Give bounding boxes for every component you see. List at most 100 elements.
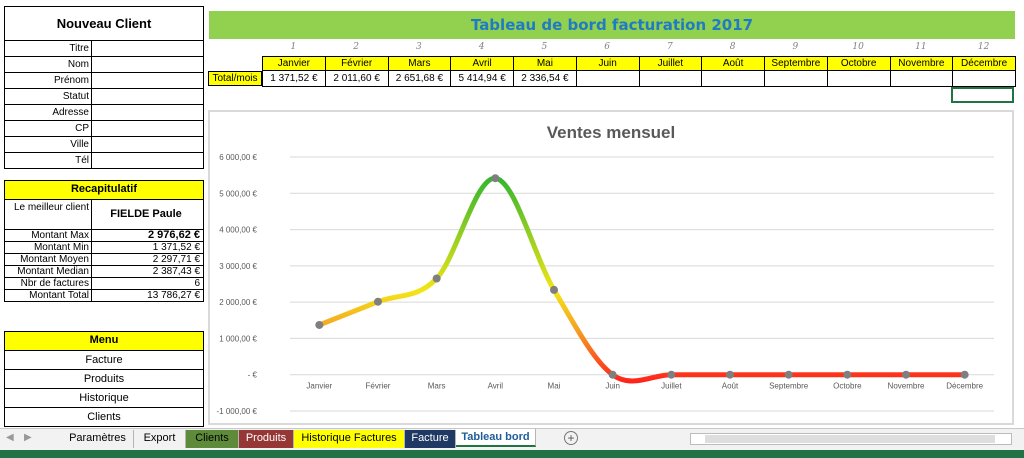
recap-row: Montant Moyen 2 297,71 € bbox=[4, 254, 204, 266]
tab-scroll-right-icon[interactable]: ▶ bbox=[24, 432, 32, 443]
form-field-input[interactable] bbox=[92, 105, 204, 121]
recap-label: Montant Moyen bbox=[4, 254, 92, 266]
month-total[interactable] bbox=[826, 71, 891, 87]
form-field-input[interactable] bbox=[92, 137, 204, 153]
month-total[interactable]: 2 651,68 € bbox=[387, 71, 452, 87]
total-per-month-label: Total/mois bbox=[208, 71, 262, 86]
x-tick-label: Octobre bbox=[833, 382, 862, 391]
selected-cell[interactable] bbox=[951, 87, 1014, 103]
month-number: 7 bbox=[667, 42, 673, 52]
month-header: Mai bbox=[513, 56, 577, 71]
tab-clients[interactable]: Clients bbox=[186, 430, 239, 448]
y-tick-label: 1 000,00 € bbox=[219, 334, 257, 343]
month-total[interactable]: 2 011,60 € bbox=[324, 71, 389, 87]
month-number: 1 bbox=[290, 42, 297, 52]
x-tick-label: Février bbox=[366, 382, 391, 391]
x-tick-label: Janvier bbox=[306, 382, 332, 391]
horizontal-scrollbar[interactable] bbox=[690, 433, 1012, 445]
month-total[interactable]: 5 414,94 € bbox=[450, 71, 514, 87]
sales-chart: Ventes mensuel 6 000,00 € 5 000,00 € 4 000,… bbox=[217, 123, 994, 416]
recap-row: Montant Median 2 387,43 € bbox=[4, 266, 204, 278]
form-field-input[interactable] bbox=[92, 41, 204, 57]
new-client-title: Nouveau Client bbox=[4, 6, 204, 41]
form-field-input[interactable] bbox=[92, 73, 204, 89]
form-field-input[interactable] bbox=[92, 89, 204, 105]
x-tick-label: Avril bbox=[488, 382, 504, 391]
recap-header: Recapitulatif bbox=[4, 180, 204, 200]
data-point bbox=[667, 370, 676, 379]
y-tick-label: 2 000,00 € bbox=[219, 298, 257, 307]
tab-facture[interactable]: Facture bbox=[405, 430, 456, 448]
tab-produits[interactable]: Produits bbox=[239, 430, 294, 448]
form-field-label: Ville bbox=[4, 137, 92, 153]
recap-row: Montant Max 2 976,62 € bbox=[4, 230, 204, 242]
month-number: 12 bbox=[977, 42, 990, 52]
month-number: 8 bbox=[729, 42, 736, 52]
month-total[interactable] bbox=[764, 71, 828, 87]
add-sheet-button[interactable]: + bbox=[564, 431, 578, 445]
data-point bbox=[491, 174, 500, 183]
tab-param-tres[interactable]: Paramètres bbox=[62, 430, 134, 448]
scrollbar-thumb[interactable] bbox=[705, 435, 995, 443]
form-field-label: Statut bbox=[4, 89, 92, 105]
recap-row: Nbr de factures 6 bbox=[4, 278, 204, 290]
month-total[interactable]: 1 371,52 € bbox=[262, 71, 326, 87]
month-number: 10 bbox=[852, 42, 864, 52]
month-number: 11 bbox=[915, 42, 927, 52]
recap-label: Montant Total bbox=[4, 290, 92, 302]
form-row: Ville bbox=[4, 137, 204, 153]
month-total[interactable] bbox=[575, 71, 640, 87]
recap-label: Montant Max bbox=[4, 230, 92, 242]
form-field-label: Adresse bbox=[4, 105, 92, 121]
month-header: Août bbox=[701, 56, 765, 71]
month-header: Juillet bbox=[638, 56, 703, 71]
form-field-label: CP bbox=[4, 121, 92, 137]
month-header: Octobre bbox=[826, 56, 891, 71]
tab-tableau-bord[interactable]: Tableau bord bbox=[456, 429, 536, 447]
form-row: Prénom bbox=[4, 73, 204, 89]
data-point bbox=[902, 370, 910, 379]
tab-scroll-left-icon[interactable]: ◀ bbox=[6, 432, 14, 443]
form-row: Titre bbox=[4, 41, 204, 57]
form-row: Tél bbox=[4, 153, 204, 169]
month-total[interactable]: 2 336,54 € bbox=[513, 71, 577, 87]
y-tick-label: 4 000,00 € bbox=[219, 226, 257, 235]
menu-item-produits[interactable]: Produits bbox=[4, 370, 204, 389]
form-field-label: Titre bbox=[4, 41, 92, 57]
data-point bbox=[432, 274, 441, 283]
y-tick-label: - € bbox=[248, 371, 258, 380]
month-total[interactable] bbox=[638, 71, 703, 87]
month-total[interactable] bbox=[889, 71, 954, 87]
form-row: Statut bbox=[4, 89, 204, 105]
recap-row: Montant Min 1 371,52 € bbox=[4, 242, 204, 254]
month-header: Février bbox=[324, 56, 389, 71]
data-point bbox=[960, 370, 969, 379]
form-row: CP bbox=[4, 121, 204, 137]
form-field-input[interactable] bbox=[92, 153, 204, 169]
client-form: Titre Nom Prénom Statut Adresse CP Ville Tél bbox=[4, 41, 204, 169]
form-field-input[interactable] bbox=[92, 121, 204, 137]
add-sheet-icon: + bbox=[567, 431, 575, 445]
menu-item-facture[interactable]: Facture bbox=[4, 351, 204, 370]
form-field-input[interactable] bbox=[92, 57, 204, 73]
month-header: Juin bbox=[575, 56, 640, 71]
data-point bbox=[608, 370, 617, 379]
recap-rows: Montant Max 2 976,62 € Montant Min 1 371,52… bbox=[4, 230, 204, 302]
data-point bbox=[784, 370, 793, 379]
x-tick-label: Septembre bbox=[769, 382, 809, 391]
tab-export[interactable]: Export bbox=[134, 430, 186, 448]
menu-item-clients[interactable]: Clients bbox=[4, 408, 204, 427]
chart-container: Ventes mensuel 6 000,00 € 5 000,00 € 4 000,… bbox=[208, 110, 1014, 425]
data-point bbox=[315, 320, 324, 329]
month-header: Janvier bbox=[262, 56, 326, 71]
month-total[interactable] bbox=[701, 71, 765, 87]
month-total[interactable] bbox=[952, 71, 1016, 87]
month-number: 4 bbox=[478, 42, 485, 52]
left-panel: Nouveau Client Titre Nom Prénom Statut Adres… bbox=[4, 6, 204, 169]
recap-row: Montant Total 13 786,27 € bbox=[4, 290, 204, 302]
y-tick-label: 5 000,00 € bbox=[219, 189, 257, 198]
form-row: Nom bbox=[4, 57, 204, 73]
menu-item-historique[interactable]: Historique bbox=[4, 389, 204, 408]
series-line bbox=[316, 175, 968, 384]
tab-historique-factures[interactable]: Historique Factures bbox=[294, 430, 405, 448]
